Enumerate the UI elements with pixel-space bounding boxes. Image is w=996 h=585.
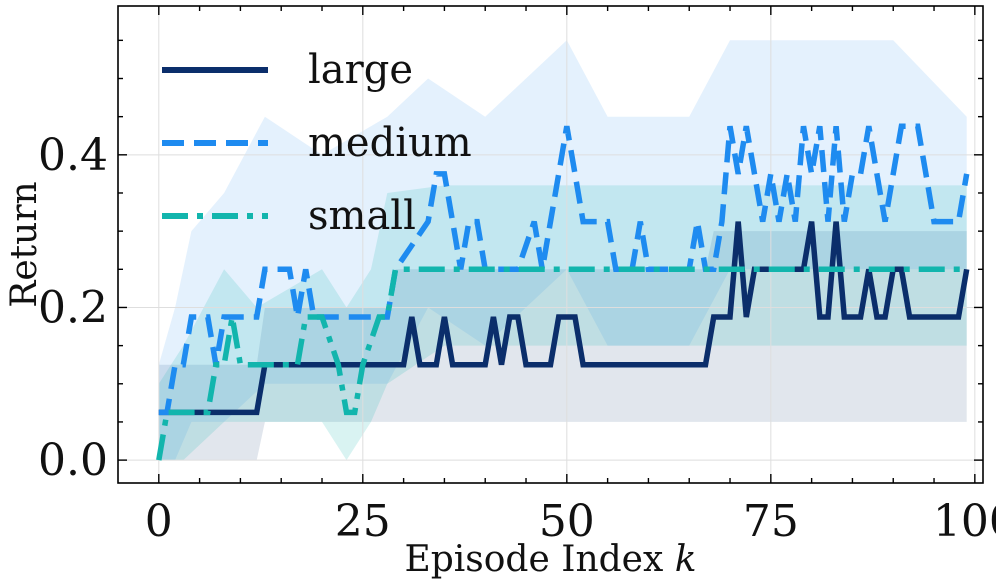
y-tick-label: 0.2 [38, 282, 108, 333]
legend-label-large: large [308, 47, 413, 93]
series-line-medium [158, 123, 970, 416]
band-large [158, 231, 967, 461]
x-tick-label: 100 [933, 496, 996, 547]
x-tick-label: 25 [335, 496, 391, 547]
grid-lines [118, 6, 983, 483]
plot-frame [117, 5, 984, 484]
x-tick-label: 50 [539, 496, 595, 547]
band-medium [158, 40, 967, 461]
x-tick-label: 75 [743, 496, 799, 547]
band-small [158, 185, 967, 461]
x-tick-label: 0 [145, 496, 173, 547]
series-line-small [156, 266, 967, 461]
y-axis-label: Return [4, 181, 45, 307]
y-tick-label: 0.0 [38, 435, 108, 486]
legend-label-small: small [308, 193, 416, 239]
axis-ticks [118, 6, 983, 483]
series-line-large [158, 221, 970, 416]
legend-label-medium: medium [308, 120, 472, 166]
y-tick-label: 0.4 [38, 130, 108, 181]
tick-labels: 0 25 50 75 100 0.0 0.2 0.4 [38, 130, 996, 547]
x-axis-label: Episode Index k [404, 539, 696, 580]
legend: large medium small [162, 47, 472, 239]
series-lines [156, 123, 970, 461]
confidence-bands [158, 40, 967, 461]
